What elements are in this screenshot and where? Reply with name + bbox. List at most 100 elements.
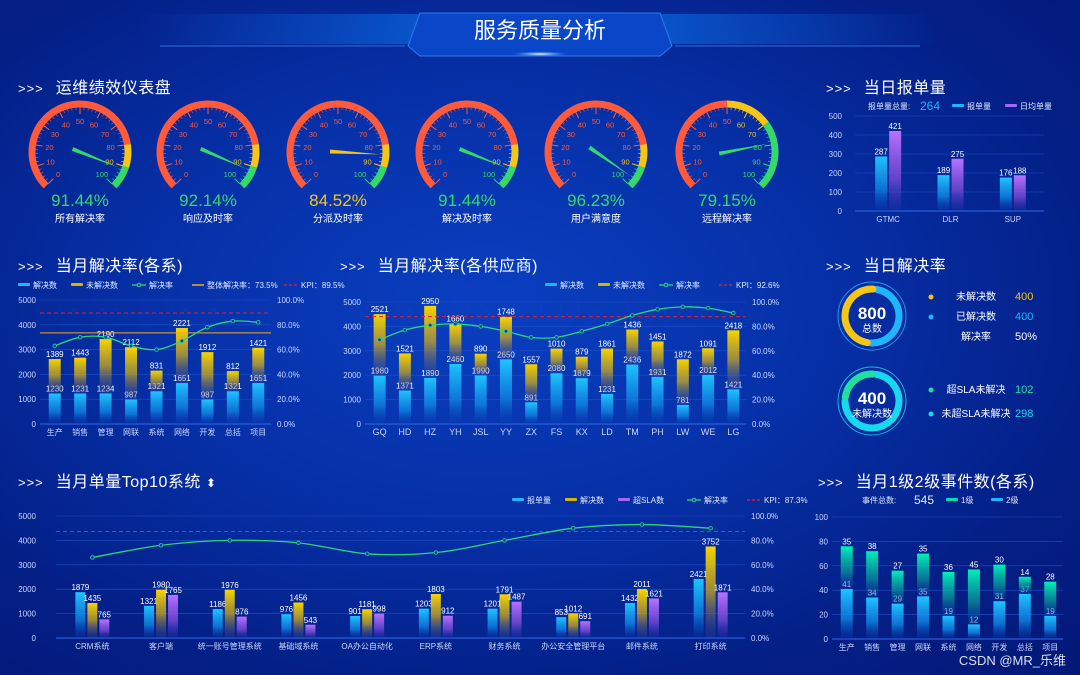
gauge-tick-label: 30: [567, 130, 575, 139]
gauge-tick: [36, 140, 40, 142]
ring-arc-secondary: [841, 285, 903, 347]
gauge-tick-label: 30: [51, 130, 59, 139]
bar-yellow: [449, 323, 462, 364]
bar-blue: [917, 596, 930, 639]
gauge-tick-label: 60: [348, 120, 356, 129]
section-title-text: 当月单量Top10系统: [55, 474, 201, 491]
gauge-value: 79.15%: [698, 191, 756, 210]
stat-label: 已解决数: [956, 310, 996, 323]
gauge-tick-label: 90: [621, 158, 629, 167]
legend-swatch-yellow: [598, 283, 610, 286]
y2-tick-label: 100.0%: [277, 296, 304, 305]
rate-point: [103, 335, 108, 340]
x-category-label: 管理: [890, 642, 906, 652]
legend-label: 解决数: [33, 280, 57, 290]
bar-yellow: [601, 348, 614, 394]
gauge-tick: [631, 163, 639, 167]
gauge-tick: [360, 113, 363, 117]
gauge-tick: [120, 140, 124, 142]
gauge-tick: [767, 160, 771, 163]
gauge-tick-label: 10: [693, 158, 701, 167]
bar-value-label: 35: [842, 537, 851, 546]
gauge-tick: [683, 140, 687, 142]
gauge-tick: [695, 118, 699, 122]
bar-yellow: [252, 347, 265, 384]
rate-point: [52, 343, 57, 349]
gauge-tick: [306, 118, 310, 122]
gauge-tick: [52, 116, 55, 119]
x-category-label: 项目: [1042, 643, 1058, 652]
gauge-tick-label: 70: [229, 130, 237, 139]
legend-point: [663, 282, 669, 288]
gauge-tick-label: 0: [56, 170, 60, 179]
gauge-tick: [171, 125, 178, 131]
ring-value: 800: [858, 304, 886, 323]
bar-value-label: 1861: [598, 340, 616, 349]
resolution-stat: 未解决数 400: [928, 290, 1033, 303]
bar-yellow: [87, 602, 98, 638]
y2-tick-label: 60.0%: [751, 561, 774, 570]
gauge-tick-label: 70: [359, 130, 367, 139]
gauge-tick: [329, 107, 331, 111]
bar-yellow: [175, 327, 188, 384]
x-category-label: 客户端: [149, 641, 173, 651]
gauge-tick: [426, 132, 430, 135]
sort-icon[interactable]: ⬍: [205, 476, 217, 490]
gauge-tick: [690, 125, 697, 131]
gauge-band-2: [239, 165, 257, 189]
gauge-tick: [363, 116, 366, 119]
bar-yellow: [568, 613, 579, 638]
bar-value-label: 2112: [122, 338, 140, 347]
gauge-tick: [628, 178, 631, 181]
bar-value-label: 275: [951, 150, 965, 159]
gauge-tick: [372, 175, 376, 178]
bar-blue: [499, 359, 512, 424]
y2-tick-label: 0.0%: [751, 634, 769, 643]
gauge-tick: [692, 178, 695, 181]
legend: 报单量 解决数 超SLA数 解决率 KPI：87.3%: [512, 495, 808, 505]
x-category-label: HZ: [424, 427, 436, 437]
bar-blue: [252, 383, 265, 424]
section-title-text: 当日解决率: [863, 258, 947, 275]
bar-purple: [580, 621, 591, 638]
y-tick-label: 0: [838, 207, 843, 216]
gauge-tick: [743, 111, 748, 119]
bar-yellow: [156, 589, 167, 638]
rate-point: [579, 329, 584, 334]
gauge-tick: [706, 111, 711, 119]
gauge-tick: [165, 136, 169, 139]
gauge-tick: [164, 160, 168, 163]
rate-line: [92, 523, 711, 559]
x-category-label: 开发: [199, 427, 215, 437]
gauge-tick: [245, 132, 249, 135]
gauge-tick: [165, 163, 173, 167]
gauge-tick: [215, 107, 217, 111]
gauge-label: 远程解决率: [702, 212, 752, 225]
legend-point: [136, 282, 142, 288]
bar-value-label: 879: [575, 348, 589, 357]
gauge-tick-label: 90: [752, 158, 760, 167]
gauge-tick: [41, 128, 45, 131]
bar-blue: [201, 399, 214, 424]
y-tick-label: 2000: [18, 585, 36, 594]
bar-value-label: 36: [944, 563, 953, 572]
gauge-tick: [168, 171, 172, 174]
gauge-tick: [450, 110, 452, 114]
gauge-tick: [296, 168, 300, 171]
bar-value-label: 1871: [714, 583, 732, 592]
legend-label: KPI：92.6%: [736, 281, 780, 290]
gauge-tick: [191, 110, 193, 114]
bar-yellow: [430, 594, 441, 638]
ring-label: 未解决数: [852, 407, 892, 420]
bar-blue: [1044, 615, 1057, 639]
gauge-tick: [111, 122, 114, 125]
x-category-label: 统一账号管理系统: [198, 641, 262, 651]
gauge-tick: [166, 168, 170, 171]
gauge-tick: [612, 111, 617, 119]
stat-value: 298: [1015, 408, 1033, 420]
bar-yellow: [550, 348, 563, 374]
x-category-label: TM: [626, 427, 639, 437]
y2-tick-label: 40.0%: [751, 585, 774, 594]
y-tick-label: 80: [819, 537, 828, 546]
